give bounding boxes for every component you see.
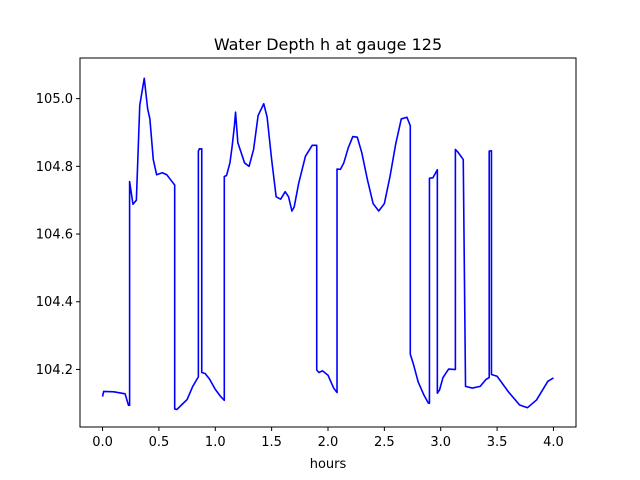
- x-tick-label: 3.5: [487, 435, 508, 450]
- x-tick-label: 4.0: [543, 435, 564, 450]
- x-tick-label: 2.5: [374, 435, 395, 450]
- y-tick-label: 104.6: [36, 228, 73, 243]
- y-tick-label: 104.4: [36, 295, 73, 310]
- x-tick-label: 2.0: [318, 435, 339, 450]
- series-line: [101, 77, 554, 411]
- x-tick-label: 0.5: [149, 435, 170, 450]
- x-tick-label: 0.0: [92, 435, 113, 450]
- x-axis: 0.0 0.5 1.0 1.5 2.0 2.5 3.0 3.5 4.0: [92, 427, 564, 450]
- chart-title: Water Depth h at gauge 125: [214, 35, 442, 54]
- x-tick-label: 3.0: [430, 435, 451, 450]
- y-axis: 104.2 104.4 104.6 104.8 105.0: [36, 92, 80, 378]
- x-tick-label: 1.5: [261, 435, 282, 450]
- y-tick-label: 104.8: [36, 160, 73, 175]
- x-axis-label: hours: [310, 457, 347, 472]
- x-tick-label: 1.0: [205, 435, 226, 450]
- y-tick-label: 105.0: [36, 92, 73, 107]
- y-tick-label: 104.2: [36, 363, 73, 378]
